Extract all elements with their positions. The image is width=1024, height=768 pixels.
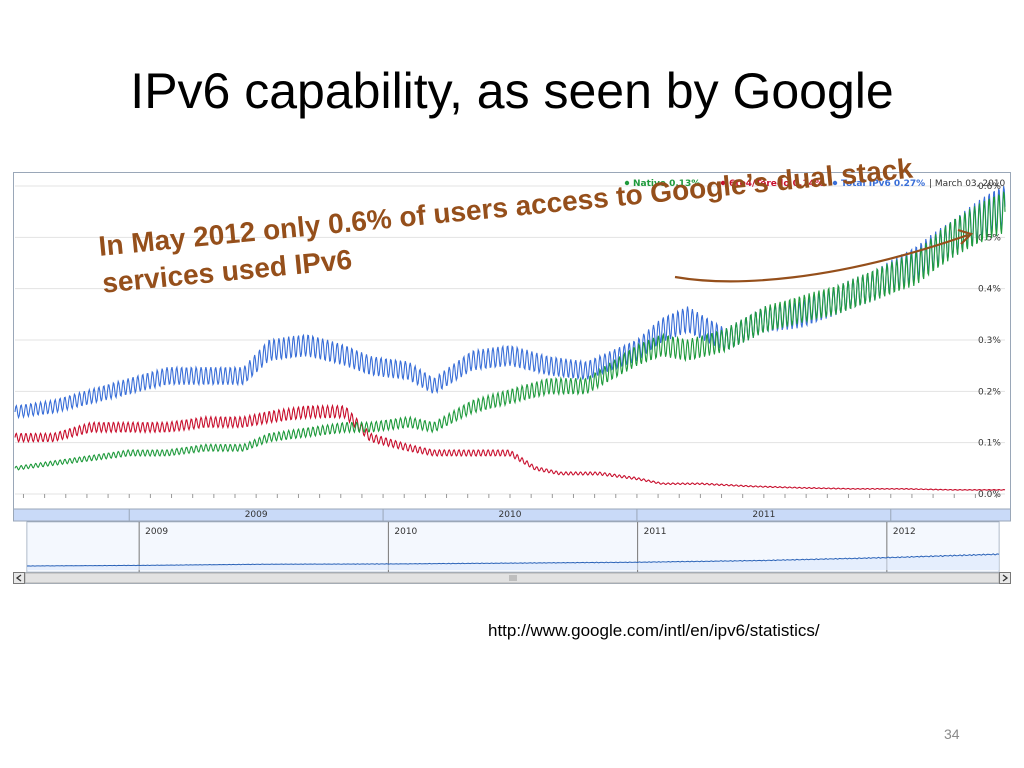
x-tick-labels: 2009 2010 2011 <box>128 509 892 521</box>
navigator-line <box>26 553 1000 567</box>
scroll-left-button[interactable] <box>13 572 25 584</box>
legend-date: | March 03, 2010 <box>929 179 1006 189</box>
x-tick-label: 2009 <box>245 510 268 520</box>
annotation-arrowhead <box>957 228 974 245</box>
chevron-right-icon <box>1002 574 1009 582</box>
y-tick-label: 0.0% <box>978 490 1001 500</box>
navigator-tick-label: 2009 <box>145 527 168 537</box>
y-tick-label: 0.2% <box>978 387 1001 397</box>
navigator-tick-label: 2012 <box>893 527 916 537</box>
x-tick-label: 2011 <box>752 510 775 520</box>
y-tick-label: 0.5% <box>978 233 1001 243</box>
y-tick-labels: 0.6% 0.5% 0.4% 0.3% 0.2% 0.1% 0.0% <box>978 182 1001 500</box>
x-axis-band <box>13 508 1011 522</box>
legend-marker <box>720 180 726 186</box>
legend: Native 0.13% 6to4/Teredo 0.14% Total IPv6 … <box>624 179 1006 189</box>
slide-title: IPv6 capability, as seen by Google <box>130 63 894 119</box>
x-tick-label: 2010 <box>499 510 522 520</box>
chevron-left-icon <box>15 574 22 582</box>
annotation-arrow <box>674 233 969 283</box>
legend-entry: Total IPv6 0.27% <box>841 179 925 189</box>
y-tick-label: 0.4% <box>978 285 1001 295</box>
navigator-tick-label: 2011 <box>644 527 667 537</box>
navigator-area <box>27 553 999 570</box>
series-layer <box>14 186 1006 491</box>
navigator-layer: 2009 2010 2011 2012 <box>26 522 1000 572</box>
scroll-right-button[interactable] <box>999 572 1011 584</box>
navigator-tick-label: 2010 <box>394 527 417 537</box>
scroll-grip-icon <box>509 575 517 581</box>
page-number: 34 <box>944 726 960 742</box>
gridlines <box>15 185 1005 498</box>
source-url[interactable]: http://www.google.com/intl/en/ipv6/stati… <box>488 621 820 640</box>
legend-entry: 6to4/Teredo 0.14% <box>729 179 824 189</box>
ipv6-chart: 0.6% 0.5% 0.4% 0.3% 0.2% 0.1% 0.0% 2009 2010 201… <box>13 172 1011 584</box>
legend-entry: Native 0.13% <box>633 179 700 189</box>
legend-marker <box>832 180 838 186</box>
series-line-native <box>14 191 1006 471</box>
legend-marker <box>624 180 630 186</box>
y-tick-label: 0.3% <box>978 336 1001 346</box>
y-tick-label: 0.6% <box>978 182 1001 192</box>
chart-svg: 0.6% 0.5% 0.4% 0.3% 0.2% 0.1% 0.0% 2009 2010 201… <box>13 172 1011 584</box>
series-line-6to4-teredo <box>14 403 1006 491</box>
y-tick-label: 0.1% <box>978 439 1001 449</box>
